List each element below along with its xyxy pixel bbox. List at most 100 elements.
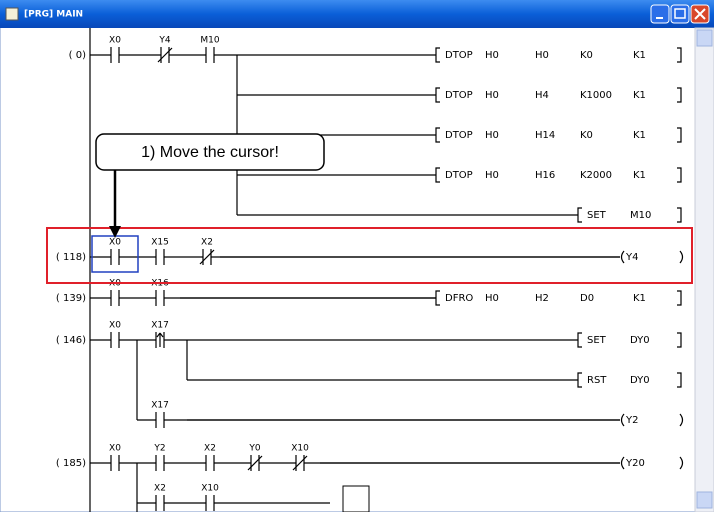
instruction-token: H0 (485, 170, 499, 181)
minimize-button[interactable] (650, 4, 670, 24)
bracket (435, 127, 440, 143)
wire (156, 332, 161, 338)
contact-gap (156, 296, 164, 300)
contact-label: X17 (151, 321, 169, 331)
step-number: ( 185) (56, 458, 86, 469)
bracket (577, 332, 582, 348)
step-number: ( 0) (69, 50, 86, 61)
wire (157, 47, 173, 63)
bracket (677, 167, 682, 183)
contact-gap (111, 338, 119, 342)
instruction-token: M10 (630, 210, 651, 221)
coil (679, 250, 684, 264)
instruction-token: DTOP (445, 50, 473, 61)
instruction-token: DTOP (445, 170, 473, 181)
coil-label: Y2 (625, 415, 638, 426)
instruction-token: H4 (535, 90, 549, 101)
instruction-token: SET (587, 210, 607, 221)
contact-gap (206, 53, 214, 57)
instruction-token: D0 (580, 293, 594, 304)
contact-label: X10 (291, 444, 309, 454)
contact-label: X0 (109, 36, 121, 46)
instruction-token: DTOP (445, 130, 473, 141)
coil (620, 456, 625, 470)
instruction-token: DFRO (445, 293, 473, 304)
contact-label: Y0 (248, 444, 260, 454)
scrollbar[interactable] (694, 27, 714, 512)
bracket (435, 87, 440, 103)
instruction-token: K0 (580, 50, 593, 61)
bracket (435, 290, 440, 306)
contact-label: X10 (201, 484, 219, 494)
arrow-head (109, 226, 121, 238)
contact-gap (156, 255, 164, 259)
wire (199, 249, 215, 265)
instruction-token: H14 (535, 130, 555, 141)
bracket (677, 290, 682, 306)
window-title: [PRG] MAIN (24, 10, 83, 20)
instruction-token: K1000 (580, 90, 612, 101)
instruction-token: K2000 (580, 170, 612, 181)
callout-box (95, 133, 325, 171)
contact-gap (111, 296, 119, 300)
contact-gap (156, 461, 164, 465)
contact-label: X2 (154, 484, 166, 494)
wire (292, 455, 308, 471)
instruction-token: RST (587, 375, 607, 386)
contact-label: Y2 (153, 444, 165, 454)
contact-gap (111, 255, 119, 259)
bracket (577, 207, 582, 223)
contact-label: X17 (151, 401, 169, 411)
bracket (677, 47, 682, 63)
maximize-button[interactable] (670, 4, 690, 24)
bracket (677, 87, 682, 103)
instruction-token: SET (587, 335, 607, 346)
instruction-token: H0 (535, 50, 549, 61)
instruction-token: DY0 (630, 375, 650, 386)
step-number: ( 139) (56, 293, 86, 304)
instruction-token: H0 (485, 130, 499, 141)
contact-label: M10 (200, 36, 219, 46)
instruction-token: DTOP (445, 90, 473, 101)
title-bar (0, 0, 714, 28)
contact-label: X0 (109, 238, 121, 248)
scroll-up[interactable] (696, 29, 713, 47)
instruction-token: H0 (485, 293, 499, 304)
instruction-token: H0 (485, 90, 499, 101)
instruction-token: K1 (633, 130, 646, 141)
contact-gap (206, 461, 214, 465)
contact-label: X15 (151, 238, 169, 248)
contact-label: X2 (201, 238, 213, 248)
coil-label: Y20 (625, 458, 645, 469)
instruction-token: DY0 (630, 335, 650, 346)
coil-label: Y4 (625, 252, 638, 263)
instruction-token: K1 (633, 90, 646, 101)
bracket (577, 372, 582, 388)
coil (620, 413, 625, 427)
contact-gap (111, 53, 119, 57)
instruction-token: K1 (633, 170, 646, 181)
bracket (677, 372, 682, 388)
wire (159, 332, 164, 338)
instruction-token: H16 (535, 170, 555, 181)
contact-label: X0 (109, 321, 121, 331)
step-number: ( 146) (56, 335, 86, 346)
callout-text: 1) Move the cursor! (141, 144, 279, 161)
contact-label: Y4 (158, 36, 170, 46)
contact-gap (111, 461, 119, 465)
page-marker (342, 485, 370, 512)
contact-gap (206, 501, 214, 505)
instruction-token: K1 (633, 50, 646, 61)
coil (620, 250, 625, 264)
coil (679, 413, 684, 427)
bracket (677, 332, 682, 348)
instruction-token: K1 (633, 293, 646, 304)
contact-label: X2 (204, 444, 216, 454)
bracket (435, 167, 440, 183)
scroll-down[interactable] (696, 491, 713, 509)
contact-label: X0 (109, 444, 121, 454)
bracket (677, 127, 682, 143)
